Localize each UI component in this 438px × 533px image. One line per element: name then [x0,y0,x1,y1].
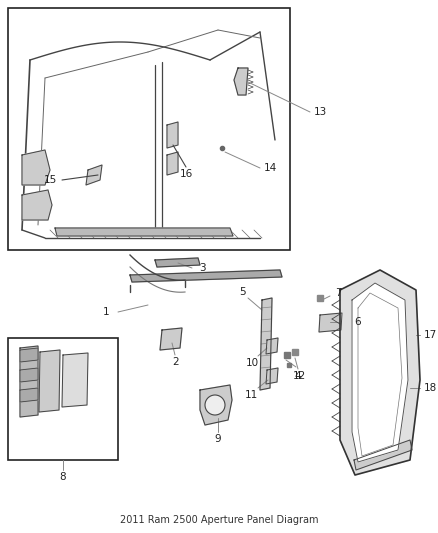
Polygon shape [266,338,278,354]
Polygon shape [20,388,38,402]
Text: 6: 6 [355,317,361,327]
Polygon shape [20,348,38,362]
Polygon shape [155,258,200,267]
Polygon shape [55,228,233,236]
Polygon shape [22,190,52,220]
Polygon shape [130,270,282,282]
Text: 2: 2 [173,357,179,367]
Polygon shape [167,152,178,175]
Polygon shape [319,313,342,332]
Text: 14: 14 [263,163,277,173]
Text: 18: 18 [424,383,437,393]
Polygon shape [260,298,272,390]
Text: 17: 17 [424,330,437,340]
Polygon shape [86,165,102,185]
Text: 3: 3 [199,263,205,273]
Text: 8: 8 [60,472,66,482]
Text: 5: 5 [240,287,246,297]
Polygon shape [354,440,412,470]
Polygon shape [352,283,408,462]
Polygon shape [20,368,38,382]
Bar [8,338,118,460]
Text: 15: 15 [43,175,57,185]
Polygon shape [39,350,60,412]
Polygon shape [234,68,248,95]
Polygon shape [200,385,232,425]
Polygon shape [62,353,88,407]
Text: 11: 11 [244,390,258,400]
Text: 9: 9 [215,434,221,444]
Polygon shape [22,150,50,185]
Text: 1: 1 [102,307,110,317]
Polygon shape [167,122,178,148]
Text: 12: 12 [293,371,306,381]
Text: 13: 13 [313,107,327,117]
Polygon shape [160,328,182,350]
Text: 7: 7 [335,288,341,298]
Bar [8,8,290,250]
Text: 4: 4 [295,371,301,381]
Text: 10: 10 [245,358,258,368]
Text: 16: 16 [180,169,193,179]
Polygon shape [266,368,278,384]
Text: 2011 Ram 2500 Aperture Panel Diagram: 2011 Ram 2500 Aperture Panel Diagram [120,515,318,525]
Circle shape [205,395,225,415]
Polygon shape [20,346,38,417]
Polygon shape [340,270,420,475]
